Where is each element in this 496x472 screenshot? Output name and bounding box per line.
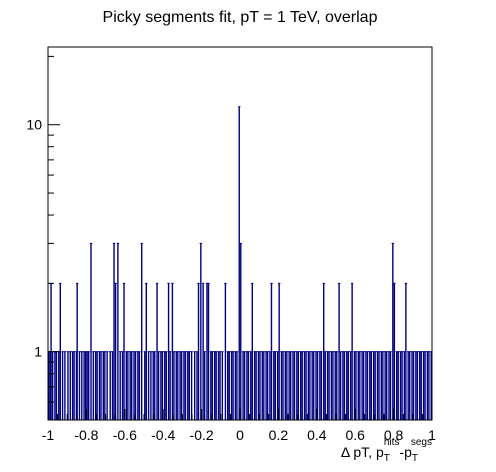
- x-tick-label: 0: [236, 427, 244, 443]
- x-axis-label-sub1: T: [384, 453, 390, 464]
- x-tick-label: 0.8: [384, 427, 404, 443]
- x-axis-label-sup2: segs: [411, 437, 432, 448]
- x-axis-label-prefix: Δ pT, p: [341, 444, 384, 460]
- y-tick-label: 1: [34, 344, 42, 360]
- plot-frame: [47, 46, 433, 421]
- x-tick-label: -1: [42, 427, 55, 443]
- histogram-bars: [47, 106, 433, 420]
- x-tick-label: -0.6: [113, 427, 137, 443]
- x-axis-label-sup1: hits: [384, 437, 400, 448]
- x-tick-label: 0.6: [345, 427, 365, 443]
- x-axis-label: Δ pT, pThits-pTsegs: [341, 437, 432, 464]
- x-axis-label-sub2: T: [412, 453, 418, 464]
- x-tick-label: 1: [428, 427, 436, 443]
- x-tick-label: 0.4: [307, 427, 327, 443]
- x-axis-label-mid: -p: [399, 444, 412, 460]
- x-tick-label: 0.2: [269, 427, 289, 443]
- x-tick-label: -0.4: [151, 427, 175, 443]
- y-tick-label: 10: [26, 117, 42, 133]
- x-tick-label: -0.2: [190, 427, 214, 443]
- x-axis: -1 -0.8 -0.6 -0.4 -0.2 0 0.2 0.4 0.6 0.8 1: [42, 409, 436, 443]
- chart-title: Picky segments fit, pT = 1 TeV, overlap: [103, 9, 378, 26]
- y-axis: 1 10: [26, 55, 60, 403]
- x-tick-label: -0.8: [74, 427, 98, 443]
